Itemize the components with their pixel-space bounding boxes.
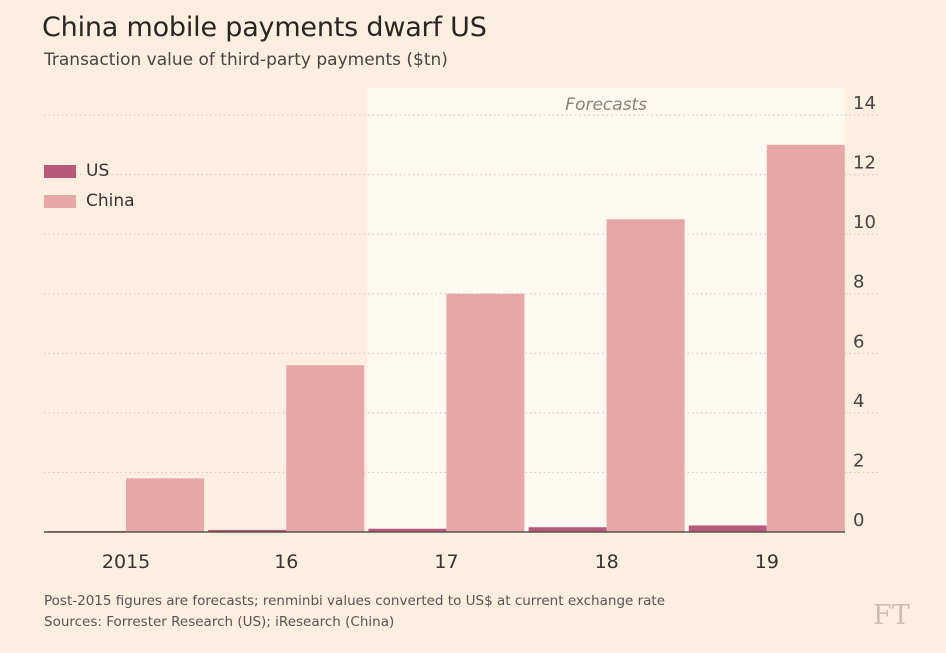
bar-china-2015 xyxy=(126,478,204,532)
bar-china-19 xyxy=(766,144,845,533)
y-tick-label: 8 xyxy=(853,272,864,293)
footnote-sources: Sources: Forrester Research (US); iResea… xyxy=(44,614,395,630)
x-tick-label: 16 xyxy=(274,551,298,573)
legend: US China xyxy=(44,156,135,216)
y-tick-label: 10 xyxy=(853,212,876,233)
bar-us-16 xyxy=(208,529,287,532)
bar-us-18 xyxy=(528,527,607,532)
chart-title: China mobile payments dwarf US xyxy=(42,12,487,43)
y-tick-label: 2 xyxy=(853,450,864,471)
legend-item-china: China xyxy=(44,186,135,216)
y-tick-label: 4 xyxy=(853,391,864,412)
x-tick-label: 18 xyxy=(595,551,619,573)
chart-subtitle: Transaction value of third-party payment… xyxy=(44,50,448,70)
footnote: Post-2015 figures are forecasts; renminb… xyxy=(44,591,665,633)
bar-china-17 xyxy=(446,293,525,532)
y-tick-label: 12 xyxy=(853,153,876,174)
bar-us-19 xyxy=(688,525,767,532)
legend-label-china: China xyxy=(86,191,135,211)
y-tick-label: 6 xyxy=(853,331,864,352)
bar-us-17 xyxy=(368,528,447,532)
legend-item-us: US xyxy=(44,156,135,186)
y-tick-label: 0 xyxy=(853,510,864,531)
legend-swatch-us xyxy=(44,164,76,178)
x-tick-label: 2015 xyxy=(102,551,150,573)
x-tick-label: 17 xyxy=(434,551,458,573)
ft-logo: FT xyxy=(873,600,910,631)
x-tick-label: 19 xyxy=(755,551,779,573)
legend-swatch-china xyxy=(44,194,76,208)
legend-label-us: US xyxy=(86,161,110,181)
bar-china-16 xyxy=(286,365,365,532)
forecast-label: Forecasts xyxy=(565,95,647,115)
bar-china-18 xyxy=(606,219,685,532)
y-tick-label: 14 xyxy=(853,93,876,114)
footnote-note: Post-2015 figures are forecasts; renminb… xyxy=(44,593,666,609)
